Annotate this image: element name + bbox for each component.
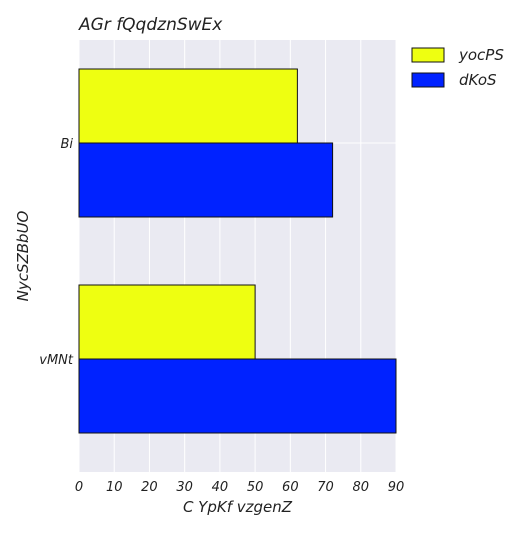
legend-label: dKoS	[459, 71, 497, 89]
x-tick-label: 20	[141, 480, 158, 495]
chart-title: AGr fQqdznSwEx	[78, 15, 223, 35]
bar-yocPS-vMNt	[78, 284, 256, 360]
x-tick-label: 40	[212, 480, 229, 495]
legend: yocPS dKoS	[411, 46, 504, 89]
y-tick-label: vMNt	[39, 353, 74, 368]
x-tick-label: 10	[106, 480, 123, 495]
x-tick-label: 0	[75, 480, 83, 495]
bar-dKoS-vMNt	[78, 358, 397, 434]
x-tick-label: 90	[388, 480, 405, 495]
x-tick-label: 80	[353, 480, 370, 495]
x-axis-label: C YpKf vzgenZ	[183, 498, 293, 516]
x-tick-label: 30	[176, 480, 193, 495]
y-axis-label: NycSZBbUO	[14, 210, 32, 301]
bar-dKoS-Bi	[78, 142, 334, 218]
x-tick-label: 50	[247, 480, 264, 495]
bars	[78, 68, 397, 434]
legend-swatch-yocPS	[411, 47, 445, 63]
y-tick-label: Bi	[60, 137, 73, 152]
x-tick-label: 60	[282, 480, 299, 495]
x-tick-label: 70	[317, 480, 334, 495]
x-ticks: 0 10 20 30 40 50 60 70 80 90	[75, 480, 404, 495]
bar-yocPS-Bi	[78, 68, 298, 144]
legend-label: yocPS	[458, 46, 504, 64]
legend-swatch-dKoS	[411, 72, 445, 88]
y-ticks: Bi vMNt	[39, 137, 74, 368]
